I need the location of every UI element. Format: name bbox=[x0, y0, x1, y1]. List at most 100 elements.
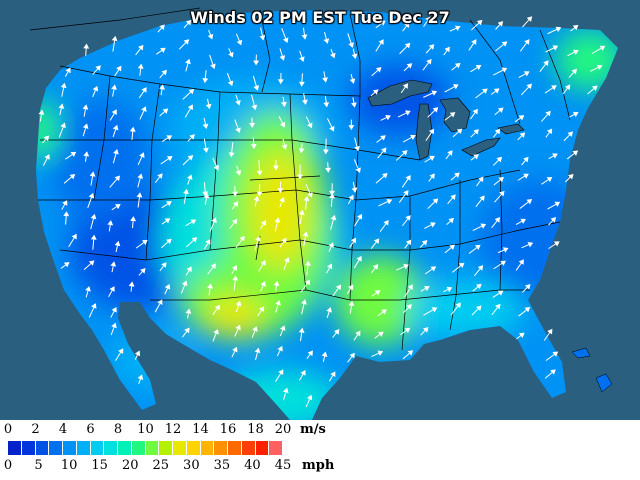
caribbean-islands bbox=[571, 347, 613, 393]
wind-arrow-head bbox=[546, 128, 553, 135]
wind-speed-legend: 0 2 4 6 8 10 12 14 16 18 20 m/s 0 5 10 15 20 25 30 35 40 45… bbox=[0, 420, 640, 480]
wind-arrow-head bbox=[88, 260, 95, 266]
wind-arrow-head bbox=[519, 132, 526, 138]
wind-arrow-head bbox=[432, 107, 439, 113]
mph-tick-label: 10 bbox=[60, 458, 78, 473]
wind-arrow-head bbox=[160, 47, 166, 53]
wind-arrow-head bbox=[329, 193, 336, 199]
ms-tick-label: 0 bbox=[3, 422, 13, 437]
mph-tick-label: 25 bbox=[152, 458, 170, 473]
scale-swatch bbox=[90, 441, 105, 455]
wind-arrow-head bbox=[428, 44, 435, 50]
wind-arrow-head bbox=[284, 256, 290, 263]
wind-arrow-head bbox=[499, 190, 505, 197]
wind-arrow-head bbox=[502, 247, 509, 253]
wind-arrow-head bbox=[140, 268, 146, 274]
wind-arrow-head bbox=[402, 83, 409, 89]
wind-arrow-head bbox=[44, 154, 50, 160]
wind-arrow-head bbox=[428, 128, 435, 135]
ms-tick-label: 8 bbox=[113, 422, 123, 437]
wind-arrow-head bbox=[137, 374, 144, 381]
wind-arrow-head bbox=[301, 34, 308, 40]
wind-arrow-head bbox=[227, 80, 234, 87]
wind-arrow-head bbox=[554, 201, 561, 207]
wind-arrow-head bbox=[186, 266, 192, 273]
wind-arrow-head bbox=[235, 100, 241, 106]
wind-arrow-head bbox=[161, 69, 167, 76]
wind-arrow-head bbox=[298, 148, 305, 154]
wind-arrow-head bbox=[523, 173, 529, 179]
wind-arrow-head bbox=[297, 174, 304, 180]
scale-swatch bbox=[241, 441, 256, 455]
wind-arrow-head bbox=[572, 150, 579, 156]
wind-arrow-head bbox=[112, 124, 119, 131]
wind-arrow-head bbox=[109, 286, 115, 292]
wind-arrow-head bbox=[550, 216, 557, 223]
wind-arrow-head bbox=[424, 286, 430, 292]
wind-arrow-head bbox=[520, 218, 527, 224]
wind-arrow-head bbox=[162, 108, 169, 114]
wind-arrow-head bbox=[228, 51, 234, 58]
wind-arrow-head bbox=[253, 195, 260, 202]
wind-arrow-head bbox=[355, 167, 361, 174]
wind-arrow-head bbox=[475, 64, 482, 71]
wind-arrow-head bbox=[92, 85, 99, 92]
wind-arrow-head bbox=[89, 171, 96, 177]
wind-arrow-head bbox=[83, 43, 90, 49]
scale-swatch bbox=[49, 441, 63, 455]
wind-arrow-head bbox=[279, 196, 285, 203]
wind-arrow-head bbox=[373, 238, 380, 245]
wind-arrow-head bbox=[113, 149, 119, 155]
wind-arrow-head bbox=[573, 49, 579, 55]
wind-arrow-head bbox=[232, 191, 238, 197]
wind-arrow-head bbox=[272, 165, 279, 171]
wind-arrow-head bbox=[455, 302, 461, 309]
color-scale-bar bbox=[8, 441, 283, 455]
mph-tick-label: 35 bbox=[213, 458, 231, 473]
wind-arrow-head bbox=[494, 128, 501, 135]
wind-arrow-head bbox=[372, 264, 379, 270]
wind-arrow-head bbox=[456, 128, 463, 135]
wind-arrow-head bbox=[301, 99, 308, 105]
wind-arrow-head bbox=[381, 147, 387, 154]
wind-arrow-head bbox=[553, 241, 560, 247]
wind-arrow-head bbox=[111, 35, 118, 42]
wind-arrow-head bbox=[305, 260, 311, 266]
wind-arrow-head bbox=[446, 286, 453, 293]
ms-tick-label: 10 bbox=[137, 422, 154, 437]
wind-arrow-head bbox=[432, 198, 439, 204]
wind-arrow-head bbox=[164, 283, 171, 290]
wind-arrow-head bbox=[476, 305, 482, 312]
wind-arrow-head bbox=[405, 215, 411, 221]
wind-arrow-head bbox=[430, 222, 436, 228]
wind-arrow-head bbox=[111, 306, 117, 313]
wind-arrow-head bbox=[552, 153, 558, 159]
wind-arrow-head bbox=[458, 262, 465, 269]
wind-arrow-head bbox=[518, 115, 525, 121]
lake-erie bbox=[461, 137, 501, 157]
wind-arrow-head bbox=[302, 231, 309, 237]
wind-arrow-head bbox=[260, 220, 267, 226]
wind-arrow-head bbox=[203, 147, 209, 153]
wind-arrow-head bbox=[188, 88, 195, 95]
wind-arrow-head bbox=[552, 351, 559, 357]
wind-arrow-head bbox=[526, 16, 533, 22]
mph-unit-label: mph bbox=[302, 458, 335, 473]
wind-arrow-head bbox=[189, 134, 195, 140]
wind-arrow-head bbox=[596, 64, 603, 71]
wind-arrow-head bbox=[91, 303, 97, 309]
ms-tick-label: 18 bbox=[247, 422, 264, 437]
wind-arrow-head bbox=[279, 121, 286, 128]
ms-unit-label: m/s bbox=[300, 422, 326, 437]
wind-arrow-head bbox=[60, 122, 66, 129]
wind-arrow-head bbox=[335, 284, 342, 291]
scale-swatch bbox=[63, 441, 77, 455]
wind-arrow-head bbox=[479, 195, 485, 202]
wind-arrow-head bbox=[187, 174, 193, 180]
wind-arrow-head bbox=[404, 22, 410, 28]
wind-arrow-head bbox=[378, 39, 384, 45]
wind-arrow-head bbox=[322, 149, 329, 155]
wind-arrow-head bbox=[166, 201, 172, 207]
wind-arrow-head bbox=[228, 152, 235, 158]
wind-arrow-head bbox=[281, 101, 287, 108]
